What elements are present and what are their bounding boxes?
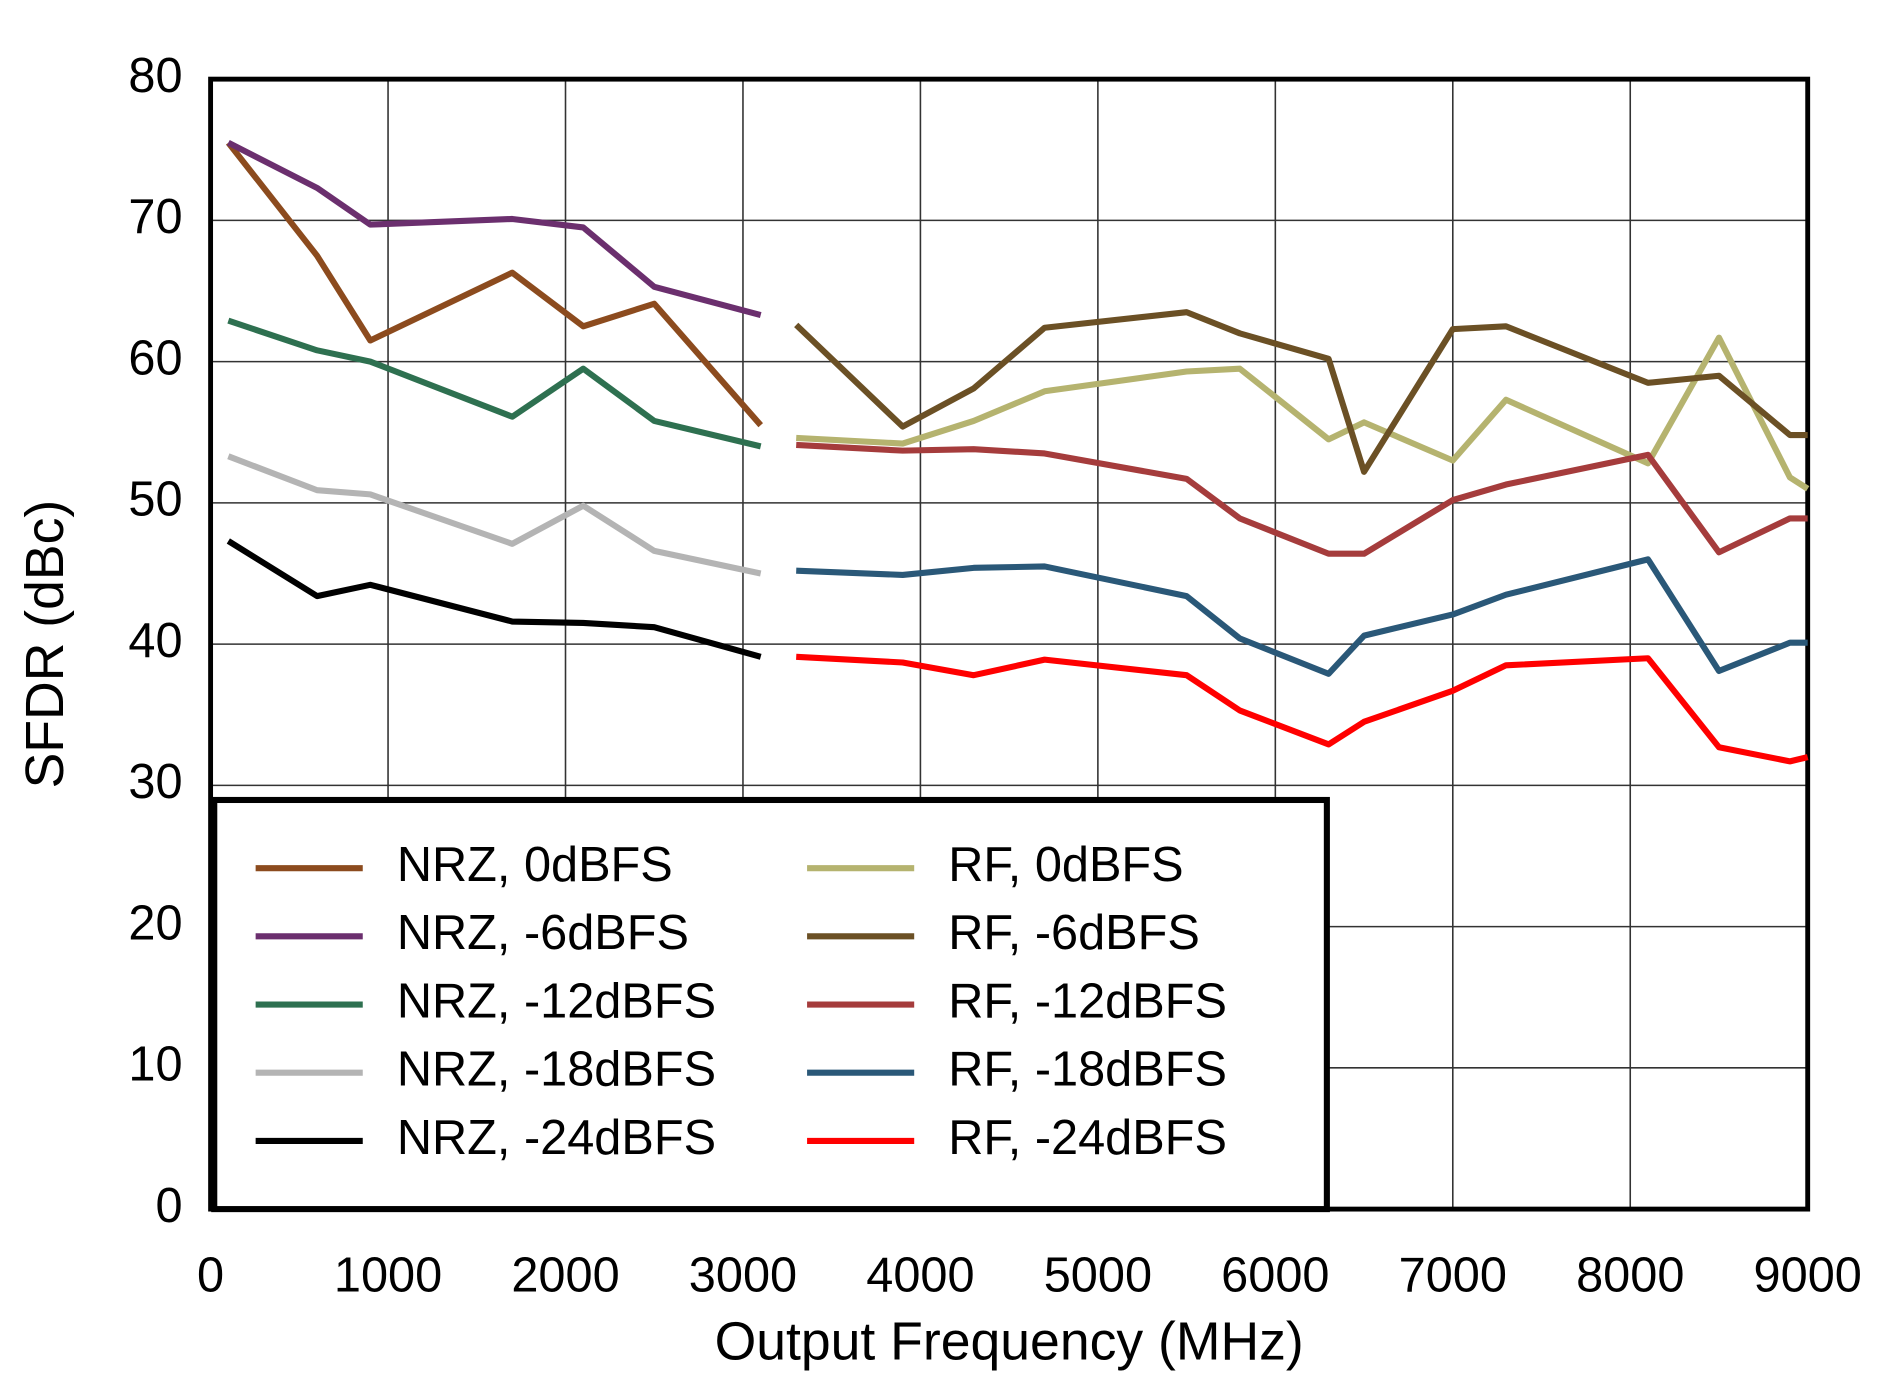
legend-label: RF, 0dBFS xyxy=(948,838,1183,892)
series-line xyxy=(226,538,762,660)
x-tick-label: 4000 xyxy=(866,1248,974,1302)
y-tick-label: 20 xyxy=(128,896,182,950)
y-tick-label: 0 xyxy=(156,1179,183,1233)
legend-label: NRZ, -24dBFS xyxy=(397,1111,716,1165)
legend-label: NRZ, 0dBFS xyxy=(397,838,673,892)
x-tick-label: 9000 xyxy=(1754,1248,1862,1302)
legend-label: NRZ, -12dBFS xyxy=(397,974,716,1028)
x-tick-label: 6000 xyxy=(1221,1248,1329,1302)
series-line xyxy=(227,453,762,577)
series-line xyxy=(796,556,1808,677)
legend-label: RF, -24dBFS xyxy=(948,1111,1227,1165)
y-tick-label: 80 xyxy=(128,49,182,103)
x-tick-label: 2000 xyxy=(511,1248,619,1302)
x-tick-label: 8000 xyxy=(1576,1248,1684,1302)
y-tick-label: 50 xyxy=(128,473,182,527)
legend-box xyxy=(211,796,1330,1213)
series-line xyxy=(225,140,763,428)
legend-label: RF, -18dBFS xyxy=(948,1043,1227,1097)
x-tick-label: 3000 xyxy=(689,1248,797,1302)
legend-label: NRZ, -18dBFS xyxy=(397,1043,716,1097)
series-line xyxy=(796,653,1809,765)
y-tick-label: 30 xyxy=(128,755,182,809)
legend-label: RF, -12dBFS xyxy=(948,974,1227,1028)
x-axis-title: Output Frequency (MHz) xyxy=(715,1313,1304,1372)
y-axis-title: SFDR (dBc) xyxy=(16,500,75,789)
y-tick-label: 70 xyxy=(128,190,182,244)
y-tick-label: 60 xyxy=(128,331,182,385)
series-line xyxy=(227,317,762,450)
x-tick-label: 1000 xyxy=(334,1248,442,1302)
x-tick-label: 0 xyxy=(197,1248,224,1302)
series-line xyxy=(226,139,762,318)
series-line xyxy=(796,441,1808,557)
series-line xyxy=(794,309,1808,475)
legend-label: RF, -6dBFS xyxy=(948,906,1200,960)
y-tick-label: 40 xyxy=(128,614,182,668)
y-tick-label: 10 xyxy=(128,1038,182,1092)
legend-label: NRZ, -6dBFS xyxy=(397,906,689,960)
x-tick-label: 5000 xyxy=(1044,1248,1152,1302)
x-tick-label: 7000 xyxy=(1399,1248,1507,1302)
series-line xyxy=(796,334,1810,492)
